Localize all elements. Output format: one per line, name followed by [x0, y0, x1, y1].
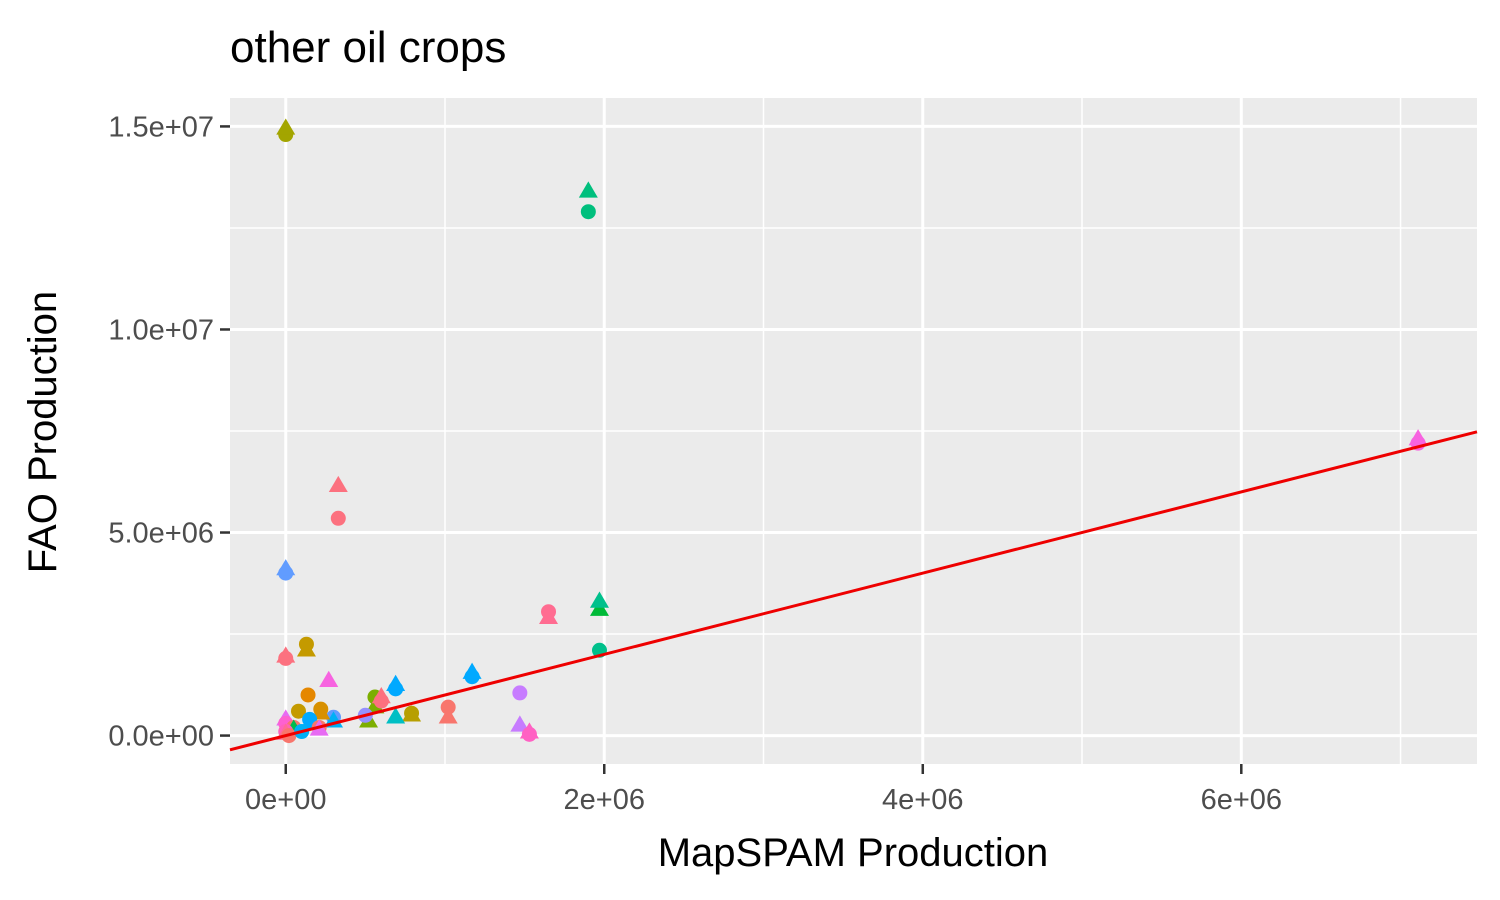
data-point-triangle — [328, 475, 348, 493]
y-tick-label: 0.0e+00 — [108, 721, 214, 753]
data-point-triangle — [296, 640, 316, 657]
data-point-triangle — [402, 705, 422, 722]
data-point-triangle — [539, 607, 559, 625]
data-point-circle — [512, 685, 528, 701]
data-point-triangle — [519, 722, 539, 739]
x-axis-title: MapSPAM Production — [658, 831, 1049, 875]
data-point-triangle — [386, 707, 406, 724]
data-point-triangle — [589, 599, 609, 616]
data-point-triangle — [276, 118, 296, 135]
data-point-triangle — [319, 670, 339, 687]
data-point-triangle — [462, 662, 482, 679]
data-point-triangle — [276, 559, 296, 576]
data-point-triangle — [365, 697, 385, 714]
data-point-triangle — [1408, 429, 1428, 446]
y-axis-title: FAO Production — [21, 291, 65, 573]
x-axis: 0e+00 2e+06 4e+06 6e+06 — [245, 764, 1282, 816]
y-tick-label: 1.0e+07 — [108, 314, 214, 346]
data-point-circle — [300, 687, 316, 703]
data-point-triangle — [578, 181, 598, 198]
data-point-triangle — [438, 707, 458, 724]
data-point-triangle — [371, 686, 391, 704]
x-tick-label: 2e+06 — [564, 784, 645, 816]
y-axis: 0.0e+00 5.0e+06 1.0e+07 1.5e+07 — [108, 111, 230, 753]
y-tick-label: 1.5e+07 — [108, 111, 214, 143]
chart-title: other oil crops — [230, 23, 506, 72]
data-point-circle — [330, 510, 346, 526]
minor-gridlines — [230, 98, 1477, 764]
data-point-circle — [580, 204, 596, 220]
reference-line — [229, 430, 1478, 752]
x-tick-label: 6e+06 — [1201, 784, 1282, 816]
data-point-circle — [290, 703, 306, 719]
major-gridlines — [230, 98, 1477, 764]
data-point-triangle — [386, 674, 406, 692]
y-tick-label: 5.0e+06 — [108, 518, 214, 550]
data-point-circle — [440, 699, 456, 715]
x-tick-label: 4e+06 — [882, 784, 963, 816]
data-point-triangle — [510, 715, 530, 732]
x-tick-label: 0e+00 — [245, 784, 326, 816]
data-point-triangle — [311, 703, 331, 720]
data-point-triangle — [276, 646, 296, 663]
data-point-triangle — [589, 591, 609, 608]
